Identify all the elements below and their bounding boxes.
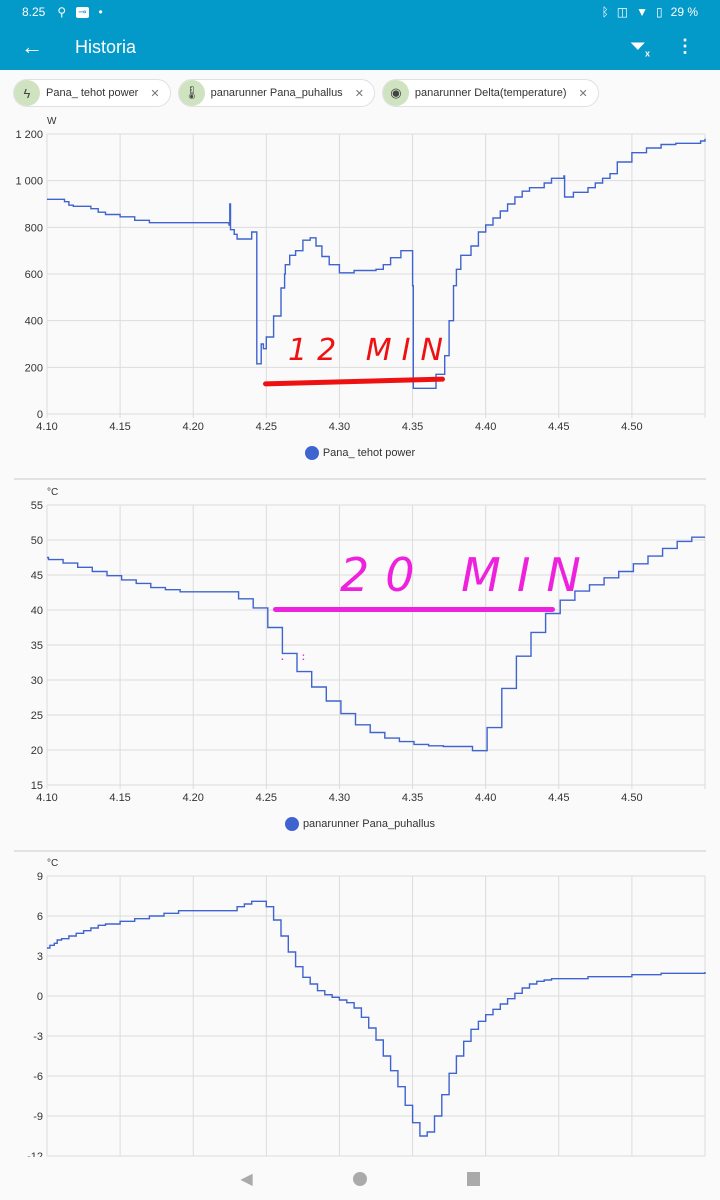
chip-puhallus[interactable]: 🌡︎ panarunner Pana_puhallus ✕ (177, 79, 375, 107)
chip-power[interactable]: ϟ Pana_ tehot power ✕ (13, 79, 171, 107)
y-tick-label: 30 (31, 675, 43, 687)
clock: 8.25 (22, 5, 46, 19)
dot-icon: • (98, 5, 103, 19)
x-tick-label: 4.50 (621, 421, 642, 433)
series-line (47, 138, 706, 389)
x-tick-label: 4.30 (329, 792, 350, 804)
app-bar: ← Historia ⏷x ⋮ (0, 24, 720, 70)
x-tick-label: 4.20 (183, 792, 204, 804)
location-icon: ⚲ (57, 5, 67, 19)
legend-label: panarunner Pana_puhallus (302, 818, 436, 830)
more-vert-icon[interactable]: ⋮ (676, 35, 694, 56)
y-tick-label: 45 (31, 570, 43, 582)
annotation-marks: .: (281, 652, 324, 663)
legend-dot (284, 817, 299, 831)
y-tick-label: 55 (31, 500, 43, 512)
chip-label: panarunner Delta(temperature) (414, 87, 567, 99)
y-tick-label: 800 (25, 222, 43, 234)
nav-home-icon[interactable] (352, 1171, 367, 1186)
eye-icon: ◉ (382, 80, 409, 106)
annotation-underline-magenta (273, 607, 555, 612)
y-tick-label: 0 (37, 991, 43, 1003)
divider (14, 850, 706, 852)
puhallus-chart[interactable]: °C 15 20 25 30 35 40 45 50 55 4.10 4.15 4.20 4.25 4.30… (0, 482, 720, 812)
y-tick-label: 20 (31, 745, 43, 757)
y-tick-label: 3 (37, 951, 43, 963)
legend-label: Pana_ tehot power (322, 447, 416, 459)
battery-icon: ▯ (656, 5, 663, 19)
y-tick-label: -6 (33, 1071, 43, 1083)
vibrate-icon: ◫ (616, 5, 629, 19)
chip-label: Pana_ tehot power (46, 87, 139, 99)
bluetooth-icon: ᛒ (601, 5, 609, 19)
x-tick-label: 4.25 (256, 421, 277, 433)
entity-chips: ϟ Pana_ tehot power ✕ 🌡︎ panarunner Pana… (13, 79, 599, 107)
x-tick-label: 4.15 (109, 792, 130, 804)
series-line (47, 900, 706, 1137)
filter-clear-icon[interactable]: ⏷x (630, 35, 650, 59)
nav-recents-icon[interactable] (466, 1171, 480, 1186)
y-tick-label: 1 000 (15, 176, 43, 188)
y-tick-label: 50 (31, 535, 43, 547)
x-tick-label: 4.45 (548, 792, 569, 804)
divider (14, 478, 706, 480)
lightning-icon: ϟ (14, 80, 40, 106)
annotation-12min: 12 MIN (288, 333, 453, 368)
y-tick-label: 15 (31, 780, 43, 792)
annotation-20min: 20 MIN (340, 548, 597, 602)
x-tick-label: 4.25 (256, 792, 277, 804)
y-tick-label: 400 (25, 316, 43, 328)
y-tick-label: 6 (37, 911, 43, 923)
status-bar: 8.25 ⚲ ⊸ • ᛒ ◫ ▼ ▯ 29 % (0, 0, 720, 24)
vpn-key-icon: ⊸ (76, 6, 89, 18)
y-tick-label: 40 (31, 605, 43, 617)
chip-label: panarunner Pana_puhallus (210, 87, 343, 99)
y-tick-label: 25 (31, 710, 43, 722)
legend-dot (304, 446, 319, 460)
system-nav-bar: ◀ (0, 1157, 720, 1200)
y-tick-label: 35 (31, 640, 43, 652)
y-tick-label: 9 (37, 871, 43, 883)
y-tick-label: 600 (25, 269, 43, 281)
unit-label: °C (47, 858, 58, 869)
y-tick-label: 200 (25, 362, 43, 374)
arrow-left-icon[interactable]: ← (21, 34, 43, 59)
x-tick-label: 4.45 (548, 421, 569, 433)
x-tick-label: 4.35 (402, 792, 423, 804)
x-tick-label: 4.15 (109, 421, 130, 433)
chip-delta[interactable]: ◉ panarunner Delta(temperature) ✕ (381, 79, 599, 107)
x-tick-label: 4.50 (621, 792, 642, 804)
nav-back-icon[interactable]: ◀ (240, 1170, 253, 1188)
y-tick-label: -3 (33, 1031, 43, 1043)
x-tick-label: 4.40 (475, 421, 496, 433)
battery-level: 29 % (670, 5, 698, 19)
x-tick-label: 4.40 (475, 792, 496, 804)
x-tick-label: 4.35 (402, 421, 423, 433)
x-tick-label: 4.10 (36, 792, 57, 804)
power-chart[interactable]: W 0 200 400 600 800 1 000 1 200 4.10 4.15 4.20 4.25… (0, 110, 720, 440)
legend-puhallus[interactable]: panarunner Pana_puhallus (0, 817, 720, 831)
x-tick-label: 4.10 (36, 421, 57, 433)
y-tick-label: 0 (37, 409, 43, 421)
close-icon[interactable]: ✕ (354, 87, 364, 100)
unit-label: W (47, 116, 57, 127)
close-icon[interactable]: ✕ (150, 87, 160, 100)
thermometer-icon: 🌡︎ (178, 80, 205, 106)
y-tick-label: 1 200 (15, 129, 43, 141)
series-line (47, 536, 705, 752)
unit-label: °C (47, 487, 58, 498)
x-tick-label: 4.20 (183, 421, 204, 433)
legend-power[interactable]: Pana_ tehot power (0, 446, 720, 460)
wifi-icon: ▼ (636, 5, 649, 19)
close-icon[interactable]: ✕ (578, 87, 588, 100)
y-tick-label: -9 (33, 1111, 43, 1123)
page-title: Historia (75, 36, 137, 57)
x-tick-label: 4.30 (329, 421, 350, 433)
